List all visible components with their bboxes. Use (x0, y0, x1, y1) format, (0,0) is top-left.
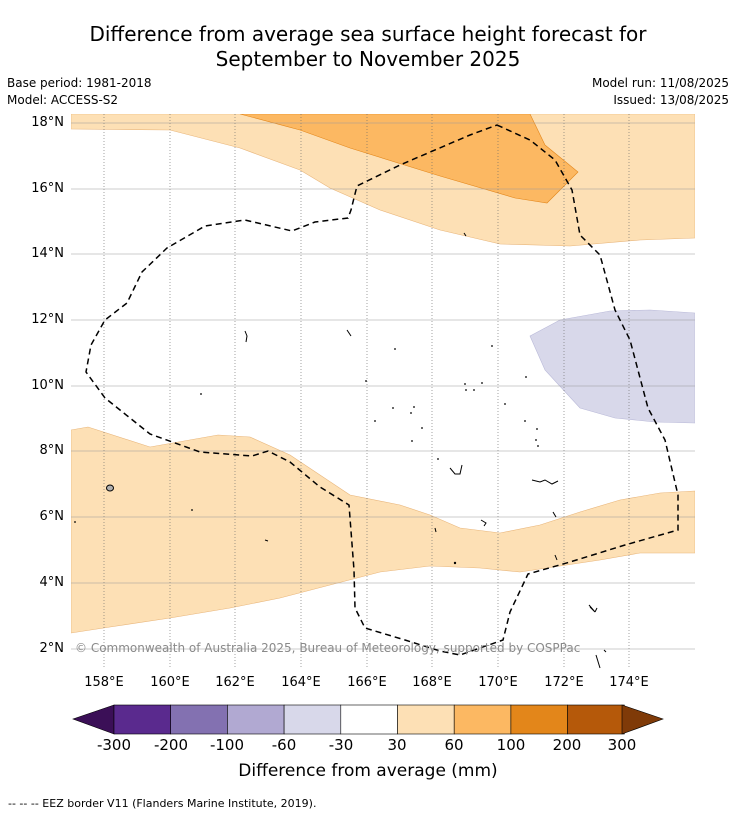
eez-border-note: -- -- -- EEZ border V11 (Flanders Marine… (8, 797, 317, 810)
colorbar-bin-6 (397, 704, 455, 735)
colorbar-tick-label: 200 (552, 736, 582, 754)
colorbar-over-arrow (621, 704, 664, 735)
eez-border (85, 124, 679, 656)
latitude-lines (71, 122, 695, 650)
lat-label-14n: 14°N (31, 246, 64, 261)
lon-label-168e: 168°E (412, 675, 452, 690)
lon-label-174e: 174°E (609, 675, 649, 690)
anomaly-region-30-60-south (71, 426, 695, 634)
meta-right: Model run: 11/08/2025 Issued: 13/08/2025 (592, 75, 729, 109)
lat-label-16n: 16°N (31, 181, 64, 196)
map-panel (71, 114, 695, 669)
lat-label-12n: 12°N (31, 312, 64, 327)
colorbar-bin-7 (453, 704, 512, 735)
lat-label-6n: 6°N (39, 509, 65, 524)
base-period: Base period: 1981-2018 (7, 76, 152, 90)
colorbar-tick-label: -60 (271, 736, 297, 754)
lat-label-18n: 18°N (31, 115, 64, 130)
colorbar-tick-label: 60 (444, 736, 464, 754)
colorbar-tick-label: 100 (496, 736, 526, 754)
lat-label-4n: 4°N (39, 575, 65, 590)
colorbar-tick-label: 30 (387, 736, 407, 754)
islands (106, 232, 607, 669)
meta-left: Base period: 1981-2018 Model: ACCESS-S2 (7, 75, 152, 109)
colorbar-bin-8 (510, 704, 568, 735)
lon-label-158e: 158°E (84, 675, 124, 690)
lat-label-10n: 10°N (31, 378, 64, 393)
colorbar-tick-label: -30 (328, 736, 354, 754)
lon-label-160e: 160°E (150, 675, 190, 690)
colorbar-bin-4 (283, 704, 342, 735)
colorbar-tick-label: -300 (96, 736, 132, 754)
anomaly-region-neg30-neg60-east (529, 309, 695, 424)
colorbar-under-arrow (72, 704, 115, 735)
colorbar-bin-5 (340, 704, 398, 735)
lon-label-162e: 162°E (215, 675, 255, 690)
tiny-islands (74, 345, 539, 565)
chart-title: Difference from average sea surface heig… (0, 22, 736, 72)
issued-date: Issued: 13/08/2025 (613, 93, 729, 107)
colorbar-tick-label: -100 (209, 736, 245, 754)
model-name: Model: ACCESS-S2 (7, 93, 119, 107)
copyright-notice: © Commonwealth of Australia 2025, Bureau… (75, 641, 581, 655)
lon-label-172e: 172°E (544, 675, 584, 690)
model-run: Model run: 11/08/2025 (591, 76, 729, 90)
colorbar-bin-3 (227, 704, 285, 735)
lat-label-2n: 2°N (39, 641, 65, 656)
title-line-2: September to November 2025 (215, 47, 521, 71)
colorbar (72, 704, 664, 735)
colorbar-bin-9 (567, 704, 625, 735)
title-line-1: Difference from average sea surface heig… (89, 22, 647, 46)
lon-label-166e: 166°E (347, 675, 387, 690)
colorbar-tick-label: 300 (607, 736, 637, 754)
lat-label-8n: 8°N (39, 443, 65, 458)
graticule (103, 114, 630, 669)
colorbar-bin-1 (113, 704, 172, 735)
anomaly-region-60-100-north (239, 114, 579, 204)
lon-label-164e: 164°E (281, 675, 321, 690)
colorbar-title: Difference from average (mm) (238, 761, 498, 781)
colorbar-tick-label: -200 (153, 736, 189, 754)
lon-label-170e: 170°E (478, 675, 518, 690)
colorbar-bin-2 (170, 704, 228, 735)
